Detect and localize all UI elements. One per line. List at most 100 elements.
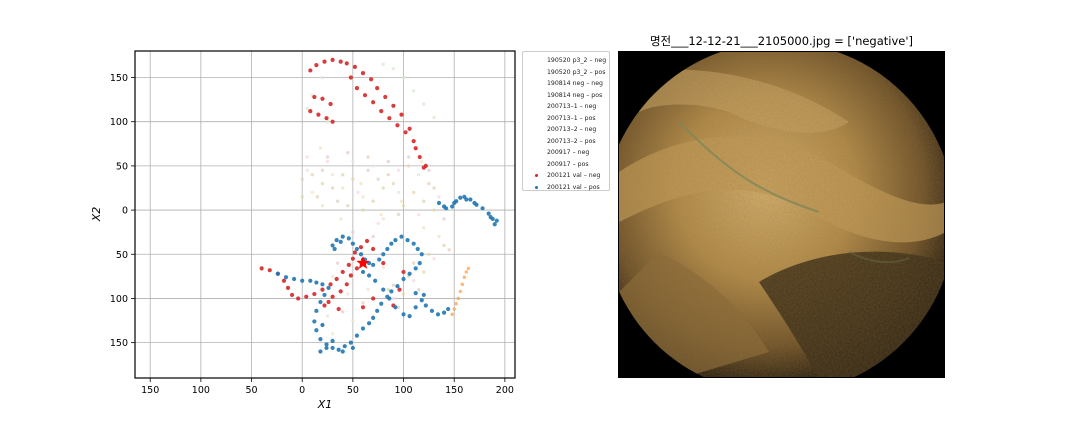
scatter-point-series-3: [411, 261, 416, 265]
scatter-point-series-6: [330, 274, 335, 279]
y-tick-label: 50: [116, 161, 128, 172]
scatter-point-series-11: [326, 285, 331, 290]
scatter-point-series-8: [386, 159, 391, 164]
endoscopy-image: [618, 51, 945, 378]
legend: 190520 p3_2 – neg 190520 p3_2 – pos 190814…: [522, 51, 610, 191]
scatter-point-series-11: [389, 241, 394, 246]
scatter-point-series-7: [325, 314, 330, 318]
scatter-point-series-10: [375, 86, 380, 91]
scatter-point-series-2: [341, 173, 345, 177]
legend-marker: [527, 151, 545, 154]
scatter-point-series-10: [328, 101, 333, 107]
scatter-point-series-3: [386, 173, 391, 177]
scatter-point-series-12: [464, 270, 469, 274]
scatter-point-series-2: [401, 203, 406, 208]
scatter-point-series-10: [328, 282, 333, 287]
legend-label: 190520 p3_2 – neg: [547, 57, 607, 65]
scatter-point-series-2: [300, 195, 304, 199]
scatter-point-series-9: [359, 181, 363, 186]
scatter-point-series-10: [320, 287, 325, 292]
scatter-point-series-0: [351, 177, 355, 181]
scatter-point-series-7: [417, 173, 421, 177]
scatter-point-series-6: [381, 217, 385, 221]
legend-label: 200917 – neg: [547, 149, 590, 157]
scatter-point-series-8: [371, 234, 375, 239]
scatter-point-series-9: [437, 234, 441, 239]
scatter-point-series-1: [356, 190, 360, 195]
y-tick-label: 150: [110, 338, 128, 349]
scatter-point-series-11: [429, 308, 435, 313]
scatter-point-series-11: [377, 257, 382, 262]
scatter-point-series-11: [350, 241, 355, 246]
scatter-point-series-11: [371, 315, 376, 321]
scatter-point-series-11: [358, 252, 364, 257]
scatter-point-series-11: [324, 345, 329, 351]
scatter-point-series-10: [330, 294, 335, 299]
scatter-point-series-10: [324, 116, 329, 121]
endoscopy-picture: [619, 52, 944, 377]
scatter-point-series-11: [373, 278, 378, 283]
scatter-point-series-11: [318, 349, 323, 354]
highlight-star-marker: [356, 256, 370, 269]
scatter-point-series-10: [336, 306, 341, 312]
legend-label: 200713–2 – neg: [547, 126, 597, 134]
scatter-point-series-11: [340, 349, 345, 354]
scatter-point-series-11: [318, 337, 323, 342]
scatter-point-series-0: [422, 270, 426, 274]
scatter-point-series-0: [411, 190, 416, 195]
scatter-point-series-12: [456, 296, 460, 301]
scatter-point-series-7: [330, 173, 335, 177]
x-axis-label: X1: [317, 398, 333, 411]
scatter-point-series-10: [296, 296, 301, 301]
scatter-point-series-11: [385, 246, 390, 252]
scatter-point-series-3: [361, 301, 365, 305]
scatter-point-series-11: [395, 283, 400, 289]
scatter-point-series-0: [401, 292, 406, 296]
legend-item: 200713–2 – neg: [527, 124, 609, 136]
scatter-point-series-10: [267, 268, 272, 273]
legend-marker: [527, 140, 545, 143]
scatter-point-series-10: [352, 250, 357, 255]
scatter-point-series-11: [336, 347, 341, 352]
scatter-point-series-10: [322, 59, 327, 64]
scatter-point-series-11: [435, 312, 441, 317]
x-tick-label: 50: [245, 385, 257, 396]
scatter-point-series-10: [379, 108, 384, 114]
scatter-point-series-11: [314, 280, 319, 285]
legend-label: 200713–1 – neg: [547, 103, 597, 111]
scatter-point-series-10: [259, 266, 264, 271]
scatter-point-series-11: [275, 271, 280, 276]
legend-label: 200121 val – pos: [547, 183, 600, 191]
y-tick-label: 150: [110, 73, 128, 84]
legend-marker: [527, 94, 545, 97]
legend-item: 190520 p3_2 – neg: [527, 55, 609, 67]
scatter-point-series-10: [423, 163, 428, 168]
scatter-point-series-11: [458, 195, 463, 200]
legend-item: 200917 – pos: [527, 159, 609, 171]
axis-ticks: 150 100 50 0 50 100 150 200 150 100 50 0 50 100 150: [110, 73, 514, 396]
scatter-point-series-9: [420, 159, 424, 164]
scatter-point-series-10: [322, 303, 327, 308]
scatter-point-series-11: [393, 238, 398, 243]
scatter-point-series-11: [360, 326, 366, 331]
scatter-point-series-11: [360, 269, 366, 275]
scatter-point-series-11: [320, 282, 325, 287]
scatter-point-series-3: [366, 155, 370, 159]
legend-item: 200121 val – pos: [527, 182, 609, 194]
legend-item: 190814 neg – pos: [527, 90, 609, 102]
scatter-point-series-5: [401, 75, 406, 80]
scatter-point-series-11: [387, 296, 392, 301]
scatter-point-series-9: [318, 146, 323, 150]
plot-frame: [134, 50, 516, 379]
scatter-point-series-10: [338, 59, 343, 64]
scatter-point-series-3: [346, 203, 350, 208]
scatter-point-series-10: [371, 296, 376, 301]
scatter-point-series-11: [330, 345, 335, 351]
scatter-point-series-10: [281, 278, 287, 283]
scatter-point-series-11: [379, 301, 384, 306]
scatter-point-series-8: [351, 230, 355, 234]
scatter-point-series-8: [442, 217, 446, 221]
scatter-point-series-10: [401, 269, 406, 275]
y-tick-label: 0: [122, 206, 128, 217]
scatter-point-series-10: [413, 146, 418, 151]
